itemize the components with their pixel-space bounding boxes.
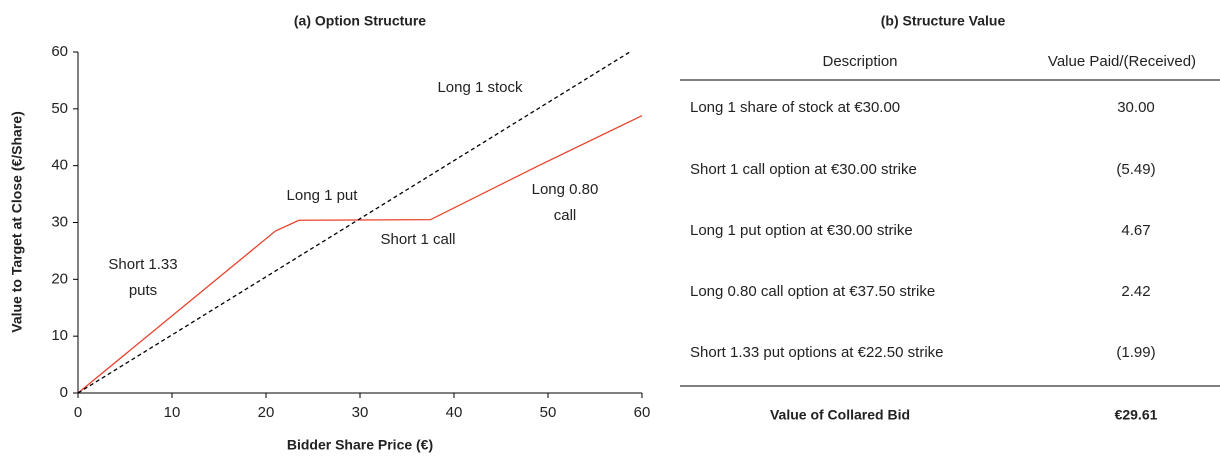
column-header: Description	[822, 53, 897, 70]
y-tick-label: 40	[51, 157, 68, 174]
table-title: (b) Structure Value	[881, 13, 1006, 29]
y-axis-label: Value to Target at Close (€/Share)	[9, 111, 25, 332]
y-tick-label: 0	[60, 384, 68, 401]
annotation: Long 1 stock	[437, 79, 523, 96]
total-value: €29.61	[1115, 407, 1158, 423]
annotation: call	[554, 207, 577, 224]
y-tick-label: 60	[51, 43, 68, 60]
row-value: (1.99)	[1116, 344, 1155, 361]
row-value: 2.42	[1121, 283, 1150, 300]
x-tick-label: 0	[74, 404, 82, 421]
row-description: Short 1 call option at €30.00 strike	[690, 161, 917, 178]
total-label: Value of Collared Bid	[770, 407, 910, 423]
row-value: (5.49)	[1116, 161, 1155, 178]
series-line	[77, 51, 631, 394]
x-tick-label: 40	[446, 404, 463, 421]
annotation: puts	[129, 282, 157, 299]
row-description: Long 1 put option at €30.00 strike	[690, 222, 913, 239]
row-description: Long 1 share of stock at €30.00	[690, 99, 900, 116]
row-description: Long 0.80 call option at €37.50 strike	[690, 283, 935, 300]
annotation: Short 1 call	[380, 231, 455, 248]
row-value: 4.67	[1121, 222, 1150, 239]
x-tick-label: 10	[164, 404, 181, 421]
annotation: Long 1 put	[287, 187, 359, 204]
x-axis-label: Bidder Share Price (€)	[287, 437, 433, 453]
y-tick-label: 20	[51, 270, 68, 287]
y-tick-label: 50	[51, 100, 68, 117]
row-description: Short 1.33 put options at €22.50 strike	[690, 344, 944, 361]
y-tick-label: 10	[51, 327, 68, 344]
chart-title: (a) Option Structure	[294, 13, 426, 29]
series-line	[77, 115, 643, 394]
row-value: 30.00	[1117, 99, 1155, 116]
x-tick-label: 60	[634, 404, 651, 421]
x-tick-label: 50	[540, 404, 557, 421]
x-tick-label: 30	[352, 404, 369, 421]
annotation: Long 0.80	[532, 181, 599, 198]
y-tick-label: 30	[51, 213, 68, 230]
x-tick-label: 20	[258, 404, 275, 421]
annotation: Short 1.33	[108, 256, 177, 273]
column-header: Value Paid/(Received)	[1048, 53, 1196, 70]
